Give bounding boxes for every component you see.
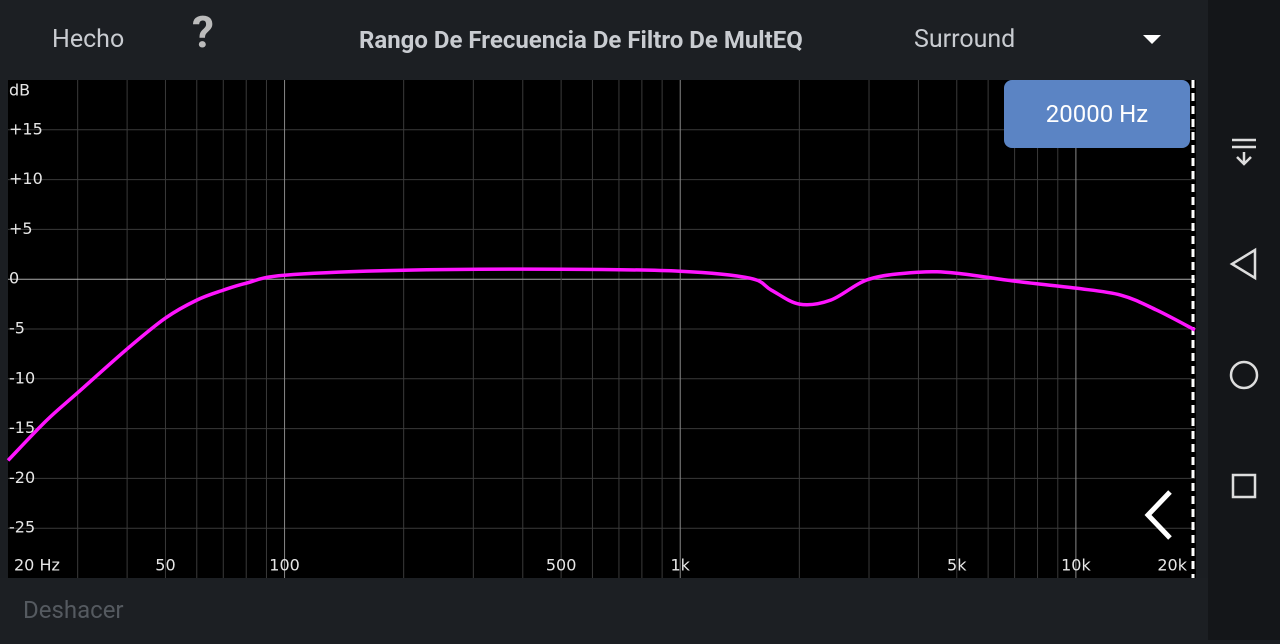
home-icon[interactable] — [1229, 360, 1259, 390]
undo-button[interactable]: Deshacer — [23, 596, 124, 624]
frequency-button[interactable]: 20000 Hz — [1004, 80, 1190, 148]
x-tick-label: 100 — [269, 556, 300, 575]
y-tick-label: +15 — [9, 119, 43, 138]
nav-bar — [1208, 0, 1280, 640]
chart: +15 +10 +5 0 -5 -10 -15 -20 -25 20 Hz 50 100 500 1k 5k… — [6, 80, 1196, 578]
channel-select[interactable]: Surround — [914, 25, 1016, 54]
x-tick-label: 20 Hz — [14, 556, 60, 575]
y-axis-label: dB — [9, 81, 30, 100]
x-tick-label: 500 — [546, 556, 577, 575]
x-tick-label: 5k — [947, 556, 967, 575]
back-arrow[interactable] — [1140, 490, 1180, 542]
recent-icon[interactable] — [1231, 473, 1257, 499]
x-tick-label: 20k — [1157, 556, 1187, 575]
y-tick-label: +5 — [9, 219, 33, 238]
y-tick-label: -10 — [9, 368, 35, 387]
x-tick-label: 10k — [1061, 556, 1091, 575]
x-tick-label: 50 — [155, 556, 175, 575]
collapse-icon[interactable] — [1232, 138, 1256, 166]
top-bar: Hecho ? Rango De Frecuencia De Filtro De… — [0, 0, 1208, 80]
nav-icons — [1229, 138, 1259, 499]
x-tick-label: 1k — [670, 556, 690, 575]
response-curve — [6, 267, 1196, 462]
help-button[interactable]: ? — [192, 6, 214, 58]
y-tick-label: -20 — [9, 468, 35, 487]
back-icon[interactable] — [1229, 247, 1257, 281]
title: Rango De Frecuencia De Filtro De MultEQ — [359, 26, 803, 54]
y-tick-label: -5 — [9, 319, 25, 338]
y-tick-label: -15 — [9, 418, 35, 437]
done-button[interactable]: Hecho — [52, 25, 125, 54]
bottom-bar: Deshacer — [0, 578, 1208, 640]
y-tick-label: -25 — [9, 518, 35, 537]
dropdown-arrow[interactable] — [1143, 35, 1163, 47]
y-tick-label: 0 — [9, 269, 19, 288]
y-tick-label: +10 — [9, 169, 43, 188]
